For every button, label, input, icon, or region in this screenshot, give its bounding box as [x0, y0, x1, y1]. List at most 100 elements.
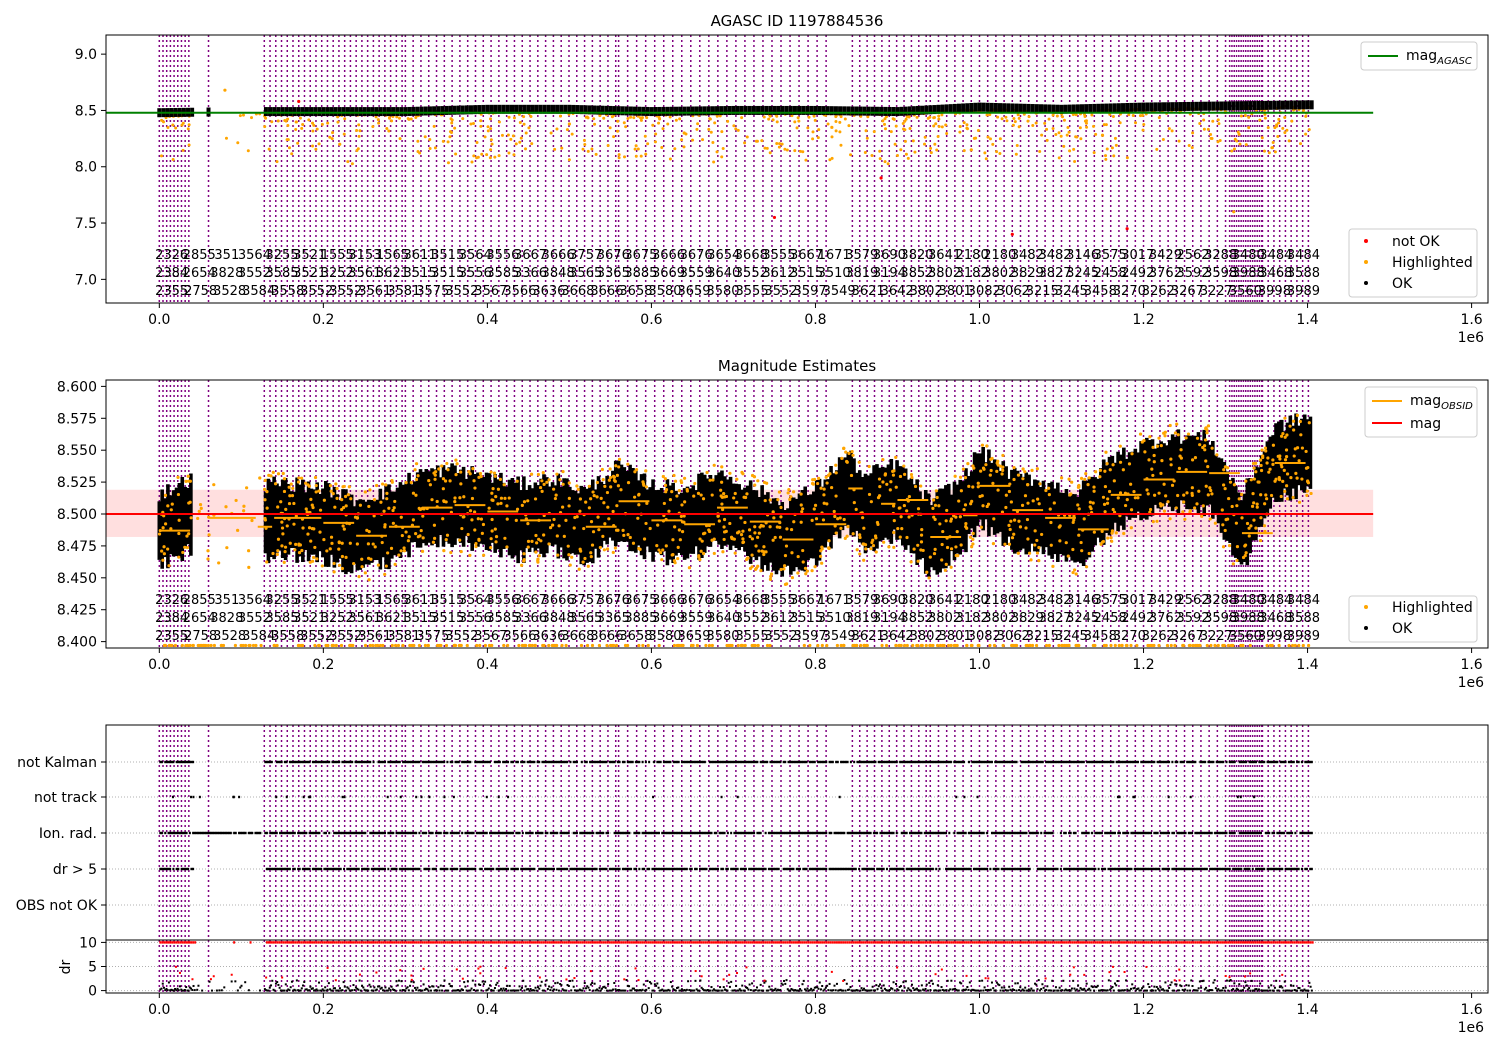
flag-point: [707, 831, 710, 835]
flag-point: [799, 760, 802, 764]
flag-point: [981, 760, 984, 764]
highlighted-point: [889, 480, 893, 484]
obsid-label: 1555: [321, 248, 354, 263]
highlighted-point: [306, 532, 310, 536]
flag-point: [990, 760, 993, 764]
highlighted-point: [500, 133, 504, 137]
obsid-label: 3612: [762, 611, 795, 626]
flag-point: [441, 760, 444, 764]
highlighted-point: [488, 117, 492, 121]
obsid-label: 3366: [514, 266, 547, 281]
highlighted-point: [658, 550, 663, 555]
highlighted-point: [1220, 508, 1224, 512]
highlighted-point: [1034, 121, 1038, 125]
highlighted-point: [1276, 134, 1280, 138]
highlighted-point: [536, 560, 540, 564]
highlighted-point: [698, 537, 702, 541]
flag-point: [226, 831, 229, 835]
gridlines: [106, 761, 1488, 992]
highlighted-point: [834, 129, 838, 133]
flag-point: [922, 760, 925, 764]
flag-point: [433, 760, 436, 764]
obsid-label: 3267: [1171, 284, 1204, 299]
highlighted-point: [533, 643, 537, 648]
flag-point: [174, 831, 177, 835]
highlighted-point: [1102, 502, 1107, 506]
flag-point: [787, 831, 790, 835]
flag-point: [1128, 760, 1131, 764]
highlighted-point: [1057, 156, 1061, 160]
highlighted-point: [1162, 509, 1167, 513]
flag-point: [743, 831, 746, 835]
highlighted-point: [308, 560, 312, 564]
highlighted-point: [324, 643, 328, 648]
highlighted-point: [184, 643, 188, 648]
flag-point: [833, 831, 836, 835]
flag-point: [918, 831, 921, 835]
flag-point: [544, 760, 547, 764]
flag-point: [869, 760, 872, 764]
flag-point: [959, 760, 962, 764]
flag-point: [662, 760, 665, 764]
highlighted-point: [822, 501, 826, 505]
highlighted-point: [1100, 133, 1105, 137]
highlighted-point: [633, 147, 637, 151]
highlighted-point: [710, 538, 714, 542]
highlighted-point: [812, 507, 816, 511]
highlighted-point: [708, 478, 712, 482]
highlighted-point: [1216, 118, 1220, 122]
flag-point: [936, 760, 939, 764]
highlighted-point: [771, 118, 775, 122]
flag-point: [464, 831, 467, 835]
highlighted-point: [496, 487, 501, 491]
highlighted-point: [623, 643, 628, 648]
flag-point: [359, 760, 362, 764]
obsid-label: 3621: [852, 284, 885, 299]
highlighted-point: [276, 472, 281, 476]
highlighted-point: [589, 497, 593, 501]
highlighted-point: [1135, 643, 1139, 648]
flag-point: [434, 831, 437, 835]
highlighted-point: [654, 132, 658, 136]
flag-point: [415, 795, 418, 799]
highlighted-point: [807, 115, 811, 119]
obsid-label: 3580: [648, 629, 681, 644]
flag-point: [672, 831, 675, 835]
flag-point: [743, 760, 746, 764]
flag-point: [257, 831, 260, 835]
highlighted-point: [286, 124, 290, 128]
highlighted-point: [1244, 143, 1248, 147]
obsid-label: 3690: [873, 593, 906, 608]
highlighted-point: [1215, 453, 1219, 457]
flag-point: [229, 831, 232, 835]
highlighted-point: [166, 125, 170, 129]
flag-point: [405, 831, 408, 835]
obsid-label: 3566: [503, 284, 536, 299]
highlighted-point: [1281, 479, 1285, 483]
highlighted-point: [458, 496, 462, 500]
flag-point: [1118, 795, 1121, 799]
highlighted-point: [897, 643, 901, 648]
flag-point: [1261, 760, 1264, 764]
flag-point: [1174, 760, 1177, 764]
flag-point: [328, 760, 331, 764]
flag-point: [799, 831, 802, 835]
highlighted-point: [480, 152, 484, 156]
highlighted-point: [808, 643, 812, 648]
flag-point: [170, 760, 173, 764]
flag-point: [616, 760, 619, 764]
highlighted-point: [1283, 115, 1287, 119]
flag-point: [585, 831, 588, 835]
highlighted-point: [311, 144, 315, 148]
flag-point: [334, 831, 337, 835]
flag-point: [508, 831, 511, 835]
highlighted-point: [643, 134, 647, 138]
highlighted-point: [335, 496, 339, 500]
highlighted-point: [733, 551, 737, 555]
highlighted-point: [294, 120, 298, 124]
highlighted-point: [507, 115, 511, 119]
flag-point: [854, 831, 857, 835]
highlighted-point: [767, 117, 771, 121]
flag-point: [933, 760, 936, 764]
highlighted-point: [851, 453, 855, 457]
